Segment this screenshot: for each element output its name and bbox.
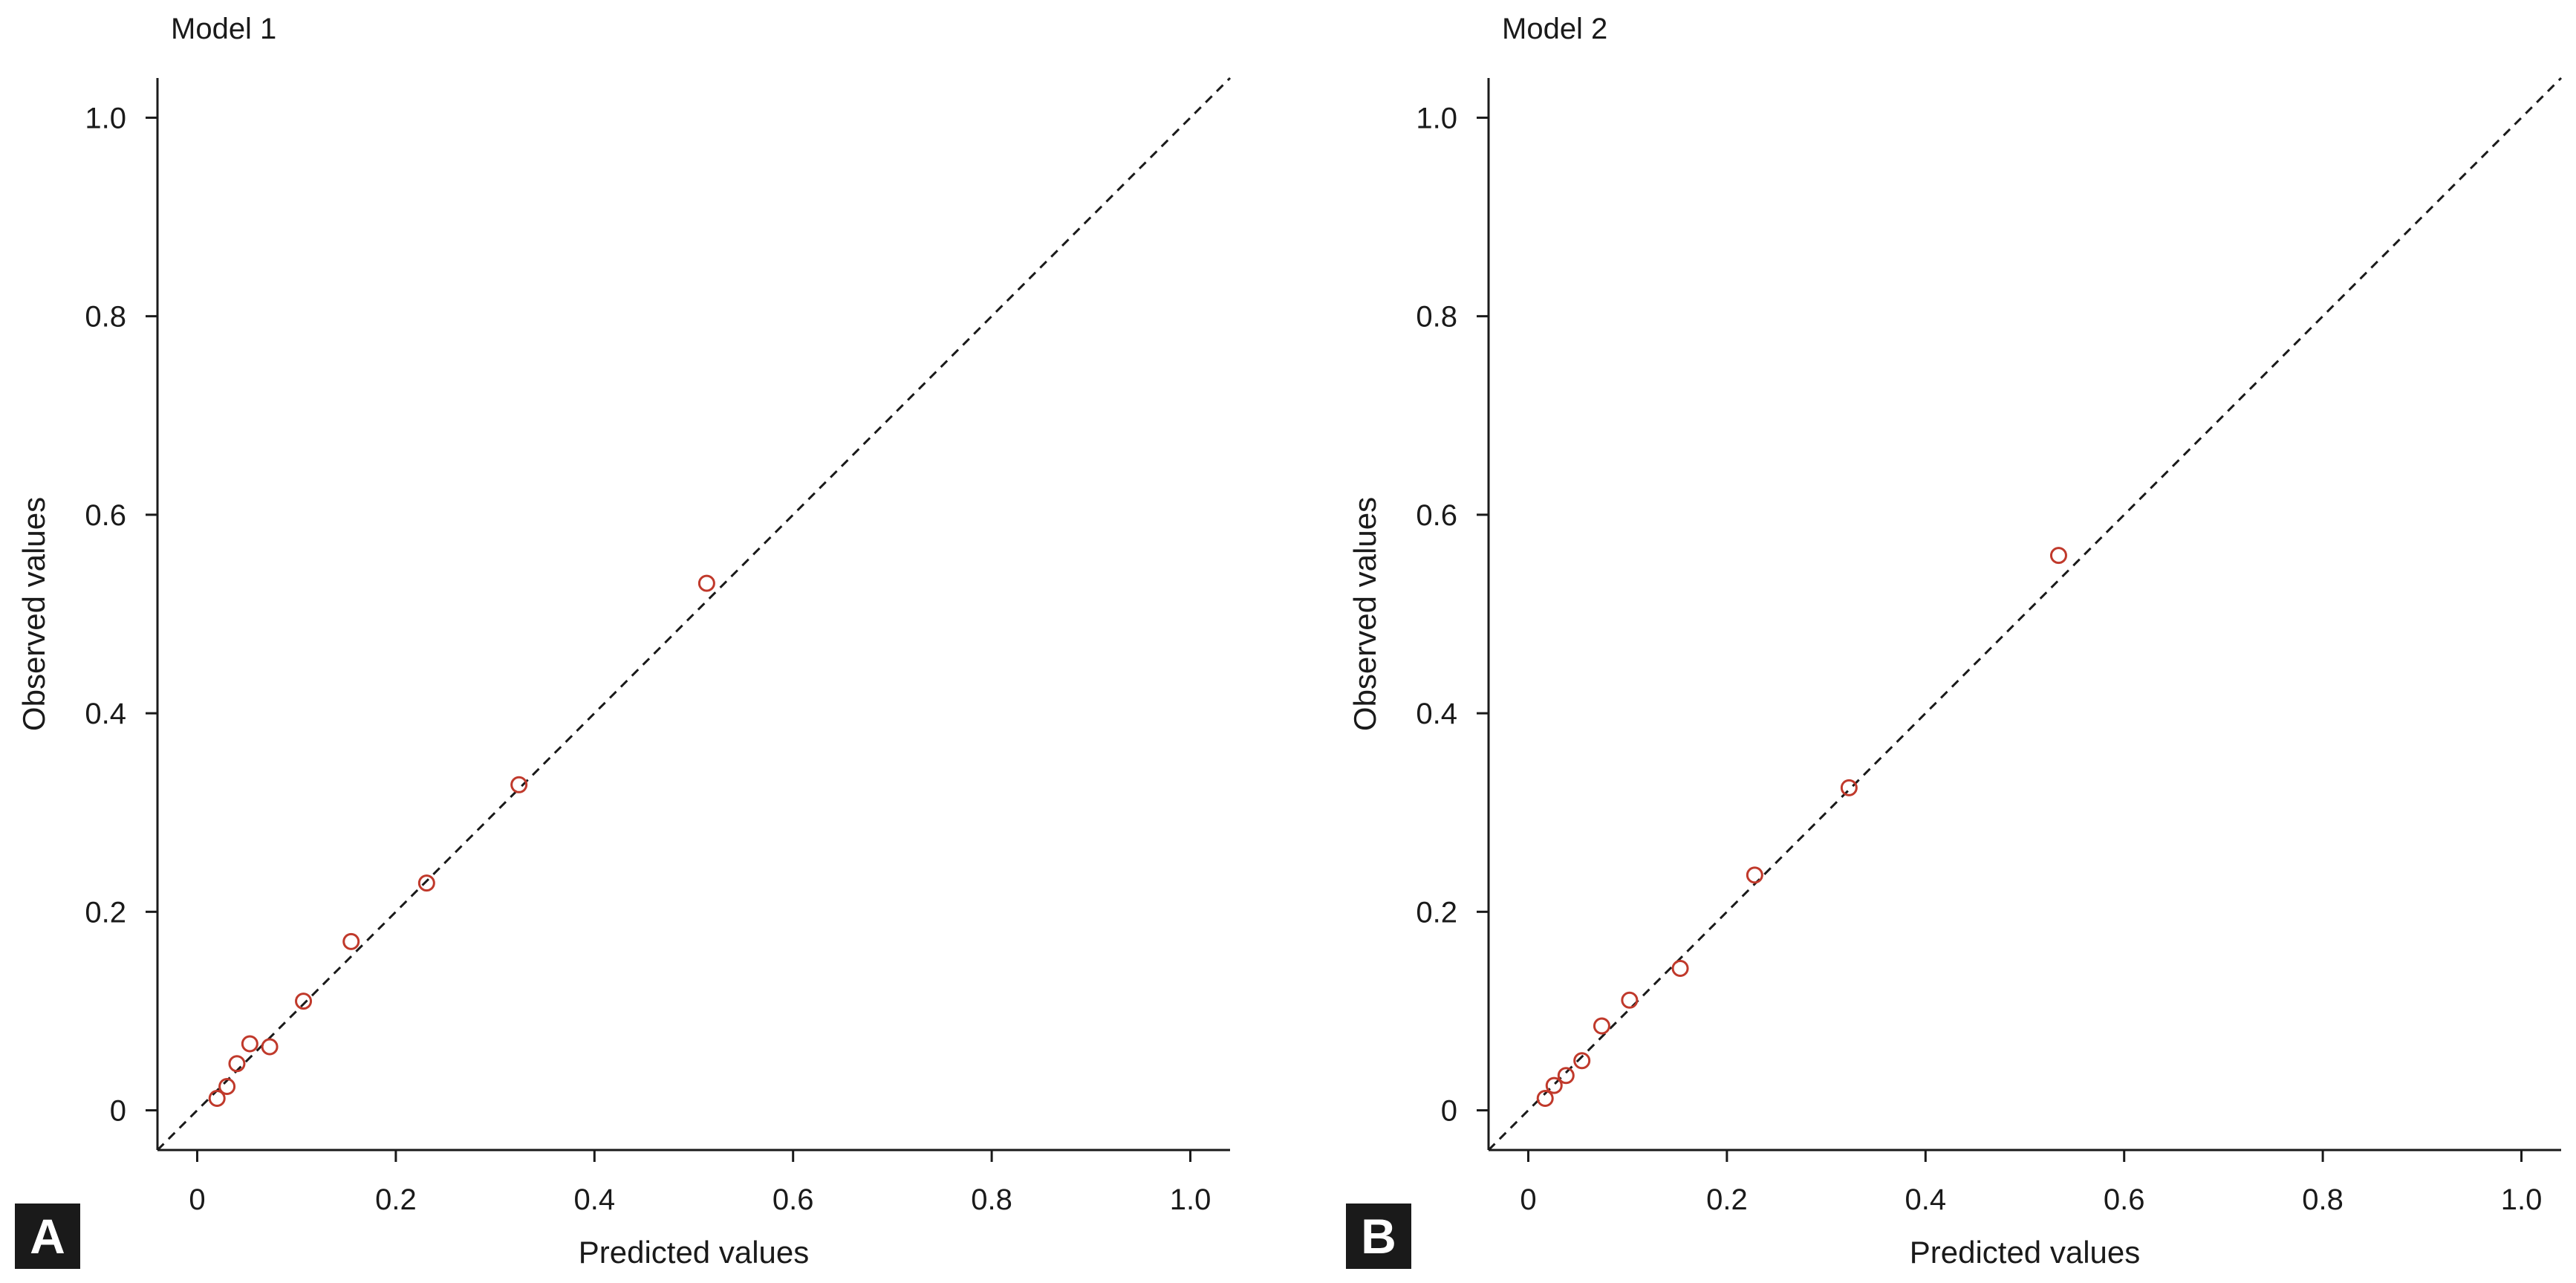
y-tick-label: 1.0 bbox=[85, 102, 126, 134]
data-point bbox=[261, 1038, 279, 1056]
data-point bbox=[218, 1077, 236, 1095]
x-tick-label: 0 bbox=[1520, 1183, 1536, 1216]
y-tick-label: 0.4 bbox=[85, 698, 126, 730]
x-tick-label: 1.0 bbox=[2501, 1183, 2543, 1216]
x-tick-label: 0.6 bbox=[2104, 1183, 2145, 1216]
panel-badge-box bbox=[15, 1204, 80, 1269]
panel-letter: B bbox=[1361, 1209, 1396, 1264]
reference-line bbox=[156, 77, 1232, 1152]
y-tick-label: 0.2 bbox=[1416, 896, 1457, 929]
panel-a: Model 1 0 0.2 0.4 0.6 0.8 1.0 0 0.2 0.4 0.6 0.8 1.0 P… bbox=[15, 13, 1232, 1270]
y-tick-label: 0 bbox=[110, 1095, 126, 1128]
data-point bbox=[1593, 1017, 1610, 1035]
y-tick-label: 1.0 bbox=[1416, 102, 1457, 134]
x-tick-label: 1.0 bbox=[1170, 1183, 1211, 1216]
y-axis-label: Observed values bbox=[16, 497, 51, 731]
data-point bbox=[342, 932, 360, 950]
x-tick-label: 0.8 bbox=[971, 1183, 1012, 1216]
y-axis-label: Observed values bbox=[1347, 497, 1382, 731]
y-tick-label: 0.6 bbox=[1416, 499, 1457, 532]
panel-badge: B bbox=[1346, 1204, 1411, 1269]
panel-badge: A bbox=[15, 1204, 80, 1269]
panel-b: Model 2 0 0.2 0.4 0.6 0.8 1.0 0 0.2 0.4 0.6 0.8 1.0 P… bbox=[1346, 13, 2563, 1270]
y-tick-label: 0.6 bbox=[85, 499, 126, 532]
data-point bbox=[2049, 547, 2067, 565]
x-tick-label: 0.4 bbox=[573, 1183, 615, 1216]
data-point bbox=[228, 1055, 246, 1073]
chart-title: Model 1 bbox=[171, 13, 276, 45]
reference-line bbox=[1487, 77, 2563, 1152]
data-point bbox=[417, 874, 435, 892]
x-axis-label: Predicted values bbox=[1910, 1235, 2141, 1270]
chart-title: Model 2 bbox=[1502, 13, 1607, 45]
x-tick-label: 0 bbox=[189, 1183, 205, 1216]
y-tick-label: 0.8 bbox=[85, 301, 126, 334]
data-point bbox=[510, 776, 528, 793]
x-tick-label: 0.6 bbox=[773, 1183, 814, 1216]
y-tick-label: 0 bbox=[1441, 1095, 1457, 1128]
data-point bbox=[1621, 991, 1639, 1009]
x-tick-label: 0.2 bbox=[375, 1183, 417, 1216]
x-tick-label: 0.4 bbox=[1905, 1183, 1946, 1216]
data-point bbox=[697, 574, 715, 592]
x-tick-label: 0.8 bbox=[2302, 1183, 2344, 1216]
y-tick-label: 0.2 bbox=[85, 896, 126, 929]
panel-badge-box bbox=[1346, 1204, 1411, 1269]
data-point bbox=[208, 1090, 226, 1108]
y-tick-label: 0.4 bbox=[1416, 698, 1457, 730]
x-axis-label: Predicted values bbox=[579, 1235, 810, 1270]
panel-letter: A bbox=[30, 1209, 65, 1264]
data-point bbox=[1671, 959, 1689, 977]
data-point bbox=[1746, 866, 1763, 884]
data-point bbox=[1557, 1067, 1575, 1085]
data-point bbox=[1840, 779, 1858, 796]
x-tick-label: 0.2 bbox=[1706, 1183, 1748, 1216]
data-point bbox=[1545, 1076, 1563, 1094]
data-point bbox=[241, 1035, 258, 1053]
data-point bbox=[295, 993, 313, 1010]
data-point bbox=[1536, 1090, 1554, 1108]
y-tick-label: 0.8 bbox=[1416, 301, 1457, 334]
data-point bbox=[1573, 1052, 1591, 1070]
